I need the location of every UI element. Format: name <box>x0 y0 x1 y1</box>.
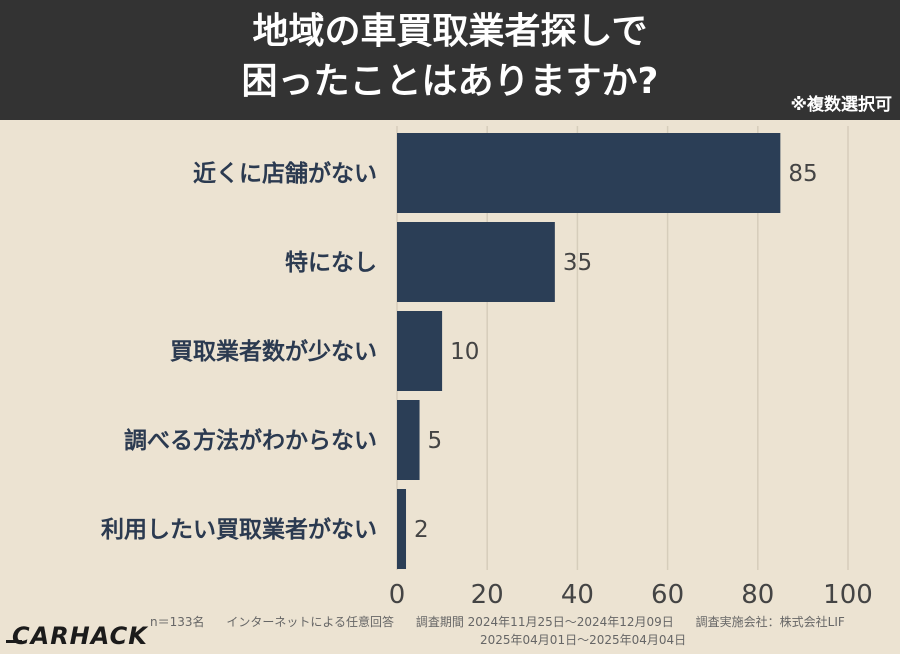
x-tick-label-40: 40 <box>561 580 594 610</box>
bar-1 <box>397 133 781 213</box>
x-axis-ticks: 0 20 40 60 80 100 <box>389 580 873 610</box>
category-label-3: 買取業者数が少ない <box>170 338 377 365</box>
value-label-3: 10 <box>450 339 479 365</box>
survey-company: 調査実施会社：株式会社LIF <box>695 615 845 629</box>
category-label-2: 特になし <box>285 250 377 276</box>
x-tick-label-100: 100 <box>823 580 873 610</box>
category-labels: 近くに店舗がない特になし買取業者数が少ない調べる方法がわからない利用したい買取業… <box>101 160 377 543</box>
sample-size: n＝133名 <box>150 615 205 629</box>
chart-title-line-1: 地域の車買取業者探しで <box>252 11 648 52</box>
category-label-1: 近くに店舗がない <box>193 160 377 187</box>
bars <box>397 133 781 569</box>
category-label-4: 調べる方法がわからない <box>124 427 377 454</box>
survey-method: インターネットによる任意回答 <box>226 615 394 629</box>
value-label-5: 2 <box>414 517 429 543</box>
x-tick-label-20: 20 <box>471 580 504 610</box>
carhack-logo: CARHACK <box>12 622 148 650</box>
value-label-4: 5 <box>428 428 443 454</box>
category-label-5: 利用したい買取業者がない <box>101 516 377 543</box>
x-tick-label-60: 60 <box>651 580 684 610</box>
x-tick-label-0: 0 <box>389 580 406 610</box>
survey-period: 調査期間 2024年11月25日～2024年12月09日 <box>415 615 674 629</box>
bar-chart: 近くに店舗がない特になし買取業者数が少ない調べる方法がわからない利用したい買取業… <box>101 126 873 610</box>
survey-info: n＝133名 インターネットによる任意回答 調査期間 2024年11月25日～2… <box>150 614 890 630</box>
x-tick-label-80: 80 <box>741 580 774 610</box>
logo-underline <box>6 640 22 643</box>
value-label-1: 85 <box>788 161 817 187</box>
value-label-2: 35 <box>563 250 592 276</box>
value-labels: 85 35 10 5 2 <box>414 161 818 543</box>
multiple-choice-note: ※複数選択可 <box>790 95 892 115</box>
survey-period-2: 2025年04月01日～2025年04月04日 <box>480 633 687 647</box>
chart-title-line-2: 困ったことはありますか? <box>241 61 659 102</box>
bar-3 <box>397 311 443 391</box>
bar-5 <box>397 489 407 569</box>
bar-4 <box>397 400 420 480</box>
header-band: 地域の車買取業者探しで 困ったことはありますか? ※複数選択可 <box>0 0 900 120</box>
bar-2 <box>397 222 555 302</box>
footer: CARHACK n＝133名 インターネットによる任意回答 調査期間 2024年… <box>0 612 900 654</box>
